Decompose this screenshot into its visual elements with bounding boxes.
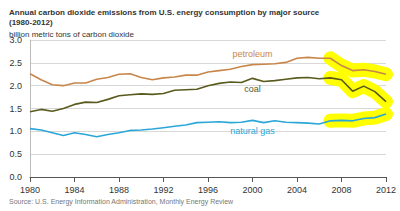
svg-text:2000: 2000 <box>242 185 262 195</box>
svg-text:1.5: 1.5 <box>9 104 22 114</box>
svg-text:1980: 1980 <box>20 185 40 195</box>
svg-text:(1980-2012): (1980-2012) <box>9 18 53 27</box>
svg-text:2004: 2004 <box>287 185 307 195</box>
svg-text:3.0: 3.0 <box>9 35 22 45</box>
svg-text:1984: 1984 <box>64 185 84 195</box>
svg-text:2.5: 2.5 <box>9 58 22 68</box>
svg-text:1992: 1992 <box>153 185 173 195</box>
svg-text:1988: 1988 <box>109 185 129 195</box>
svg-text:coal: coal <box>244 84 261 94</box>
svg-text:2012: 2012 <box>376 185 396 195</box>
svg-text:Annual carbon dioxide emission: Annual carbon dioxide emissions from U.S… <box>9 8 320 17</box>
svg-text:2.0: 2.0 <box>9 81 22 91</box>
svg-text:2008: 2008 <box>331 185 351 195</box>
svg-text:1.0: 1.0 <box>9 126 22 136</box>
svg-text:Source: U.S. Energy Informatio: Source: U.S. Energy Information Administ… <box>9 198 234 206</box>
svg-text:billion metric tons of carbon: billion metric tons of carbon dioxide <box>9 30 135 39</box>
svg-text:natural gas: natural gas <box>230 126 275 136</box>
svg-text:0.0: 0.0 <box>9 172 22 182</box>
svg-text:petroleum: petroleum <box>232 49 272 59</box>
svg-text:0.5: 0.5 <box>9 149 22 159</box>
svg-text:1996: 1996 <box>198 185 218 195</box>
